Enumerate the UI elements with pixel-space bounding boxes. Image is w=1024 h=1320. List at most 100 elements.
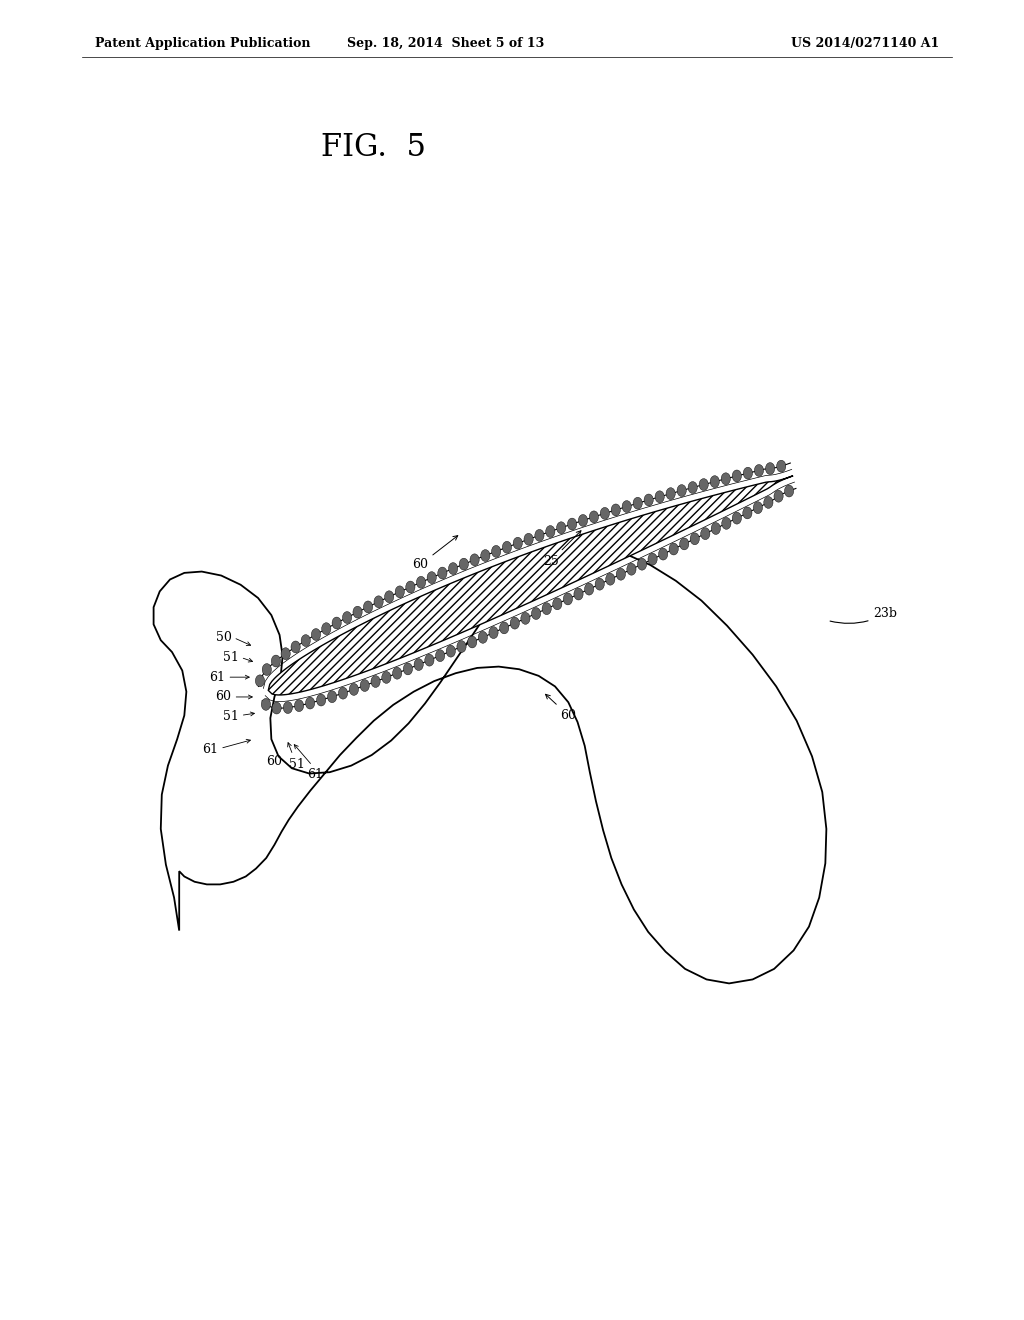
Circle shape [655,491,665,503]
Circle shape [295,700,304,711]
Circle shape [261,698,270,710]
Circle shape [510,618,519,630]
Circle shape [732,470,741,482]
Circle shape [513,537,522,549]
Circle shape [446,645,456,657]
Circle shape [754,502,763,513]
Circle shape [595,578,604,590]
Circle shape [427,572,436,583]
Text: 51: 51 [222,651,239,664]
Circle shape [616,569,626,581]
Circle shape [311,628,321,640]
Circle shape [710,475,719,487]
Circle shape [585,583,594,595]
Text: Sep. 18, 2014  Sheet 5 of 13: Sep. 18, 2014 Sheet 5 of 13 [347,37,544,50]
Circle shape [542,603,551,615]
Text: 61: 61 [307,768,324,781]
Circle shape [648,553,657,565]
Text: 23b: 23b [830,607,897,623]
Circle shape [764,496,773,508]
Circle shape [385,591,394,603]
Circle shape [457,640,466,652]
Circle shape [637,558,646,570]
Circle shape [374,595,383,607]
Circle shape [364,601,373,612]
Circle shape [589,511,598,523]
Text: FIG.  5: FIG. 5 [322,132,426,162]
Circle shape [784,486,794,498]
Circle shape [644,494,653,506]
Circle shape [382,672,391,684]
Circle shape [722,517,731,529]
Circle shape [316,694,326,706]
Circle shape [328,690,337,702]
Circle shape [291,642,300,653]
Circle shape [546,525,555,537]
Circle shape [699,479,709,491]
Circle shape [349,684,358,696]
Circle shape [721,473,730,484]
Circle shape [395,586,404,598]
Circle shape [468,636,477,648]
Circle shape [567,519,577,531]
Circle shape [322,623,331,635]
Text: Patent Application Publication: Patent Application Publication [95,37,310,50]
Text: 51: 51 [289,758,305,771]
Circle shape [271,655,281,667]
Text: US 2014/0271140 A1: US 2014/0271140 A1 [792,37,939,50]
Circle shape [414,659,423,671]
Circle shape [677,484,686,496]
Circle shape [470,554,479,566]
Circle shape [417,577,426,589]
Circle shape [500,622,509,634]
Circle shape [600,507,609,519]
Text: 25: 25 [543,531,581,568]
Circle shape [605,573,614,585]
Circle shape [521,612,530,624]
Circle shape [623,500,632,512]
Text: 50: 50 [215,631,231,644]
Circle shape [353,606,362,618]
Circle shape [742,507,752,519]
Circle shape [301,635,310,647]
Circle shape [557,521,566,533]
Circle shape [669,543,678,554]
Circle shape [438,568,447,579]
Circle shape [262,664,271,676]
Circle shape [627,564,636,576]
Circle shape [690,533,699,545]
Circle shape [755,465,764,477]
Circle shape [535,529,544,541]
Circle shape [403,663,413,675]
Circle shape [503,541,512,553]
Circle shape [272,702,282,714]
Polygon shape [268,475,794,694]
Circle shape [658,548,668,560]
Circle shape [712,523,721,535]
Circle shape [688,482,697,494]
Circle shape [360,680,370,692]
Circle shape [478,631,487,643]
Circle shape [766,462,775,474]
Circle shape [281,648,290,660]
Circle shape [579,515,588,527]
Circle shape [284,702,293,714]
Circle shape [371,676,380,688]
Circle shape [573,589,583,601]
Circle shape [480,549,489,561]
Circle shape [633,498,642,510]
Circle shape [338,688,347,700]
Circle shape [488,627,498,639]
Text: 60: 60 [546,694,577,722]
Circle shape [680,539,689,550]
Circle shape [700,528,710,540]
Text: 51: 51 [222,710,239,723]
Circle shape [449,562,458,574]
Circle shape [553,598,562,610]
Text: 61: 61 [209,671,225,684]
Circle shape [531,607,541,619]
Circle shape [563,593,572,605]
Circle shape [524,533,534,545]
Text: 60: 60 [215,690,231,704]
Circle shape [305,697,314,709]
